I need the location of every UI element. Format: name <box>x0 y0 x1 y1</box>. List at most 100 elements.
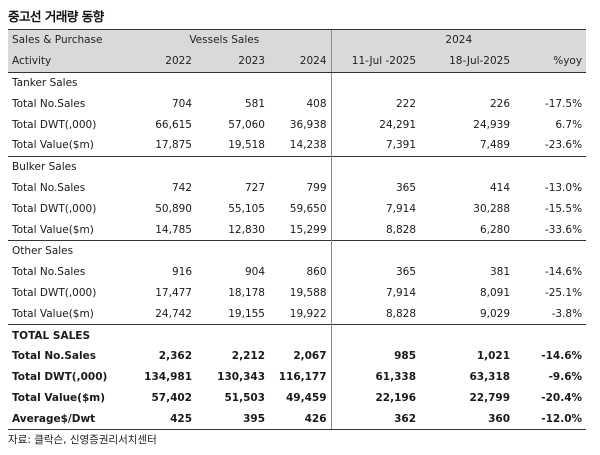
table-row: Total No.Sales 704 581 408 222 226 -17.5% <box>8 93 586 115</box>
cell-label: Total Value($m) <box>12 391 106 404</box>
cell-label: Total Value($m) <box>12 223 94 236</box>
cell-label: Total DWT(,000) <box>12 118 97 131</box>
table-row: Total No.Sales 742 727 799 365 414 -13.0% <box>8 177 586 199</box>
cell-2022: 704 <box>171 97 192 110</box>
cell-2023: 18,178 <box>228 286 265 299</box>
section-header-bulker-sales: Bulker Sales <box>8 155 587 178</box>
cell-2023: 55,105 <box>228 202 265 215</box>
table-row: Total Value($m) 24,742 19,155 19,922 8,828 9,… <box>8 303 586 325</box>
cell-yoy: -17.5% <box>544 97 583 110</box>
cell-yoy: -15.5% <box>544 202 583 215</box>
cell-2022: 17,477 <box>155 286 192 299</box>
cell-2023: 130,343 <box>217 371 265 384</box>
section-title-spacer <box>330 71 587 94</box>
cell-18-jul-2025: 1,021 <box>476 350 511 363</box>
section-header-tanker-sales: Tanker Sales <box>8 71 587 94</box>
table-row: Average$/Dwt 425 395 426 362 360 -12.0% <box>8 408 587 431</box>
table-row: Total DWT(,000) 134,981 130,343 116,177 61,3… <box>8 366 586 388</box>
cell-11-jul-2025: 985 <box>330 345 421 367</box>
cell-label: Total DWT(,000) <box>12 371 108 384</box>
cell-18-jul-2025: 381 <box>489 266 511 279</box>
cell-label: Total No.Sales <box>12 181 86 194</box>
cell-2022: 17,875 <box>155 139 192 152</box>
section-title: TOTAL SALES <box>8 324 332 346</box>
cell-2022: 2,362 <box>158 350 192 363</box>
cell-2023: 2,212 <box>231 350 265 363</box>
section-title-spacer <box>330 324 587 346</box>
cell-2023: 19,518 <box>228 139 265 152</box>
cell-yoy: -9.6% <box>548 371 583 384</box>
cell-11-jul-2025: 7,914 <box>330 198 421 220</box>
cell-label: Total No.Sales <box>12 350 96 363</box>
vessel-sales-table: Sales & Purchase Vessels Sales 2024 Acti… <box>8 28 587 431</box>
cell-11-jul-2025: 7,914 <box>330 282 421 304</box>
cell-yoy: -14.6% <box>544 266 583 279</box>
table-row: Total Value($m) 14,785 12,830 15,299 8,828 6,… <box>8 219 586 241</box>
cell-18-jul-2025: 30,288 <box>473 202 511 215</box>
table-row: Total No.Sales 2,362 2,212 2,067 985 1,021 -14… <box>8 345 586 367</box>
cell-yoy: -14.6% <box>541 350 583 363</box>
cell-2022: 50,890 <box>155 202 192 215</box>
cell-11-jul-2025: 365 <box>330 261 421 283</box>
table-body: Tanker Sales Total No.Sales 704 581 408 222 22… <box>8 71 587 431</box>
cell-2022: 425 <box>118 408 196 431</box>
cell-2023: 51,503 <box>224 391 265 404</box>
cell-11-jul-2025: 8,828 <box>330 219 421 241</box>
cell-2024: 19,588 <box>289 286 327 299</box>
cell-11-jul-2025: 365 <box>330 177 421 199</box>
cell-2022: 14,785 <box>155 223 192 236</box>
cell-18-jul-2025: 226 <box>489 97 511 110</box>
cell-label: Total Value($m) <box>12 139 94 152</box>
header-activity: Activity <box>8 50 118 73</box>
table-row: Total DWT(,000) 66,615 57,060 36,938 24,291 2… <box>8 114 586 135</box>
cell-18-jul-2025: 360 <box>420 408 515 431</box>
header-2024-group: 2024 <box>330 28 587 51</box>
section-header-other-sales: Other Sales <box>8 239 587 262</box>
cell-2023: 395 <box>196 408 269 431</box>
page-title: 중고선 거래량 동향 <box>8 9 104 24</box>
cell-2024: 36,938 <box>289 118 327 131</box>
cell-18-jul-2025: 24,939 <box>473 118 511 131</box>
table-row: Total Value($m) 17,875 19,518 14,238 7,391 7,… <box>8 134 586 157</box>
cell-label: Total No.Sales <box>12 266 86 279</box>
cell-2022: 57,402 <box>151 391 192 404</box>
cell-2023: 727 <box>244 181 265 194</box>
cell-yoy: -12.0% <box>514 408 587 431</box>
cell-yoy: 6.7% <box>555 118 583 131</box>
cell-2024: 799 <box>306 181 327 194</box>
cell-18-jul-2025: 9,029 <box>479 307 511 320</box>
cell-2024: 15,299 <box>289 223 327 236</box>
header-2022: 2022 <box>118 50 196 73</box>
cell-11-jul-2025: 7,391 <box>330 134 421 157</box>
cell-11-jul-2025: 61,338 <box>330 366 421 388</box>
header-2024: 2024 <box>269 50 332 73</box>
cell-yoy: -33.6% <box>544 223 583 236</box>
header-vessels-sales: Vessels Sales <box>118 28 332 51</box>
cell-yoy: -3.8% <box>551 307 583 320</box>
cell-2024: 408 <box>306 97 327 110</box>
cell-2022: 66,615 <box>155 118 192 131</box>
cell-11-jul-2025: 362 <box>330 408 421 431</box>
cell-2023: 904 <box>244 266 265 279</box>
header-2023: 2023 <box>196 50 269 73</box>
cell-18-jul-2025: 22,799 <box>469 391 511 404</box>
cell-11-jul-2025: 24,291 <box>330 114 421 135</box>
header-18-jul-2025: 18-Jul-2025 <box>420 50 515 73</box>
cell-2024: 116,177 <box>278 371 327 384</box>
source-note: 자료: 클락슨, 신영증권리서치센터 <box>8 434 157 446</box>
section-title: Bulker Sales <box>8 155 332 178</box>
cell-11-jul-2025: 22,196 <box>330 387 421 409</box>
cell-2023: 19,155 <box>228 307 265 320</box>
cell-18-jul-2025: 7,489 <box>479 139 511 152</box>
cell-18-jul-2025: 8,091 <box>479 286 511 299</box>
cell-label: Total DWT(,000) <box>12 286 97 299</box>
cell-2024: 2,067 <box>293 350 327 363</box>
cell-2022: 24,742 <box>155 307 192 320</box>
cell-18-jul-2025: 63,318 <box>469 371 511 384</box>
cell-2024: 59,650 <box>289 202 327 215</box>
cell-2024: 19,922 <box>289 307 327 320</box>
cell-2024: 14,238 <box>289 139 327 152</box>
cell-yoy: -13.0% <box>544 181 583 194</box>
cell-yoy: -23.6% <box>544 139 583 152</box>
cell-yoy: -20.4% <box>541 391 583 404</box>
